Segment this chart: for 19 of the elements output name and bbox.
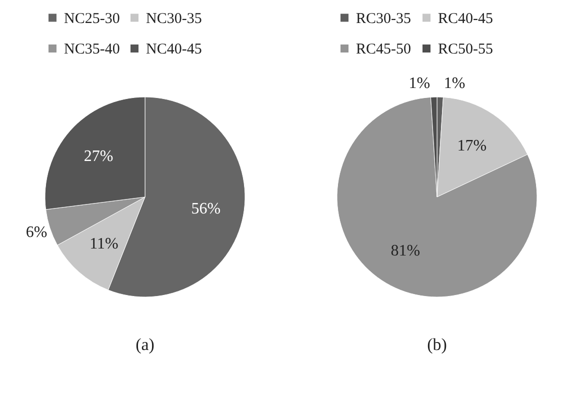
legend-label: RC40-45 (438, 10, 494, 27)
legend-label: RC45-50 (356, 42, 412, 58)
legend-label: RC30-35 (356, 10, 412, 27)
legend-label: NC35-40 (64, 42, 120, 58)
legend-label: NC30-35 (146, 10, 202, 27)
data-label: 56% (191, 200, 221, 218)
data-label: 6% (26, 224, 48, 242)
data-label: 17% (457, 138, 487, 155)
data-label: 1% (444, 75, 466, 92)
data-label: 1% (408, 75, 430, 92)
data-label: 27% (84, 148, 114, 165)
data-label: 11% (90, 236, 118, 253)
pie-slice (336, 96, 538, 298)
legend-label: RC50-55 (438, 42, 494, 58)
text: (b) (427, 335, 447, 354)
data-label: 81% (390, 242, 420, 260)
legend-label: NC25-30 (64, 10, 120, 27)
legend-label: NC40-45 (146, 42, 202, 58)
text: (a) (136, 335, 154, 354)
